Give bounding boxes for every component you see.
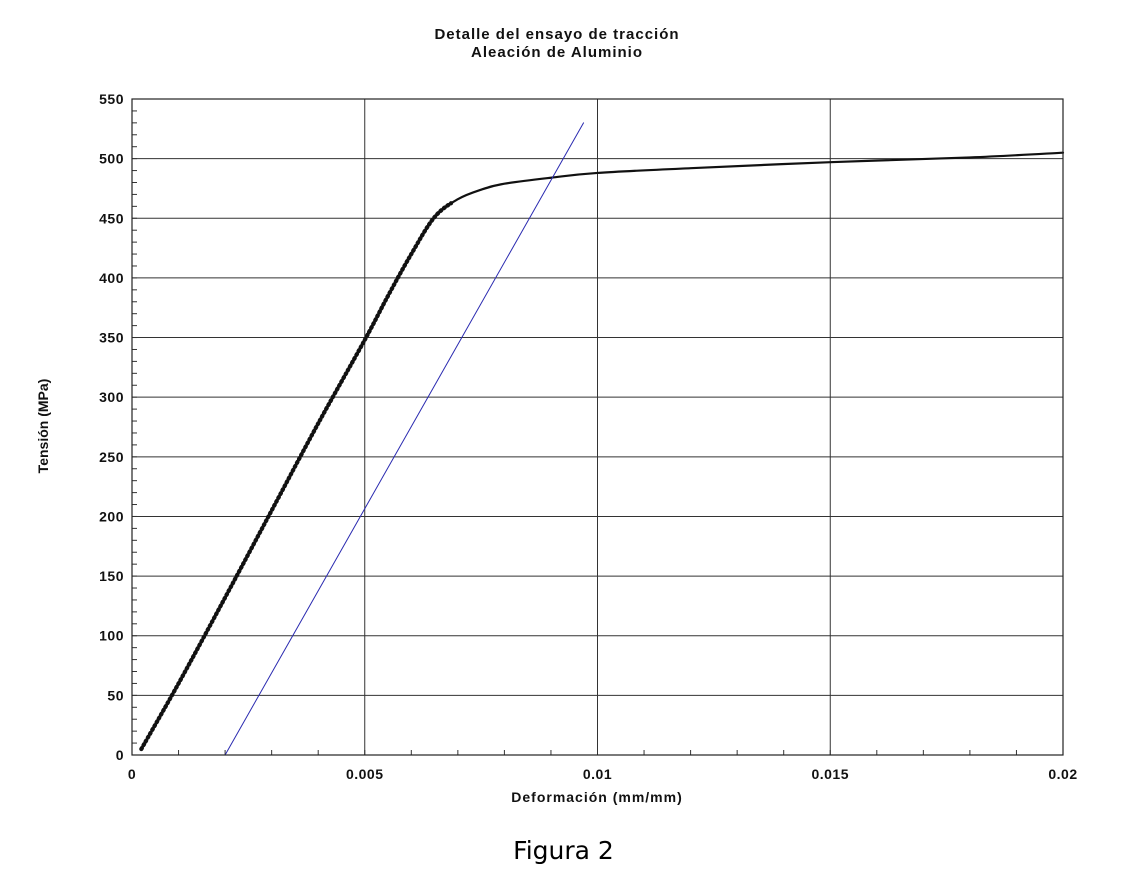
y-tick-label: 300	[99, 389, 124, 405]
series-lines	[139, 122, 1066, 756]
y-tick-label: 250	[99, 449, 124, 465]
x-tick-label: 0.02	[1048, 766, 1077, 782]
plot-frame	[131, 98, 1064, 756]
y-axis-label: Tensión (MPa)	[35, 379, 51, 474]
y-tick-label: 400	[99, 270, 124, 286]
chart-subtitle: Aleación de Aluminio	[471, 44, 643, 61]
x-tick-label: 0	[128, 766, 136, 782]
y-tick-label: 100	[99, 628, 124, 644]
x-axis-ticks: 0 0.005 0.01 0.015 0.02	[128, 750, 1077, 782]
tensile-test-chart: Detalle del ensayo de tracción Aleación …	[35, 26, 1077, 805]
grid	[131, 98, 1064, 756]
y-tick-label: 500	[99, 151, 124, 167]
y-axis-ticks: 0 50 100 150 200 250 300 350 400 450 500 550	[99, 91, 137, 763]
x-axis-label: Deformación (mm/mm)	[511, 789, 682, 805]
figure-caption: Figura 2	[513, 836, 614, 865]
x-tick-label: 0.01	[583, 766, 612, 782]
y-tick-label: 550	[99, 91, 124, 107]
x-tick-label: 0.015	[811, 766, 849, 782]
chart-title: Detalle del ensayo de tracción	[434, 26, 679, 43]
x-tick-label: 0.005	[346, 766, 384, 782]
y-tick-label: 200	[99, 508, 124, 524]
y-tick-label: 0	[116, 747, 124, 763]
y-tick-label: 450	[99, 210, 124, 226]
y-tick-label: 350	[99, 330, 124, 346]
stress-strain-data-markers	[139, 150, 1066, 752]
offset-line	[224, 122, 585, 756]
y-tick-label: 150	[99, 568, 124, 584]
y-tick-label: 50	[107, 687, 124, 703]
